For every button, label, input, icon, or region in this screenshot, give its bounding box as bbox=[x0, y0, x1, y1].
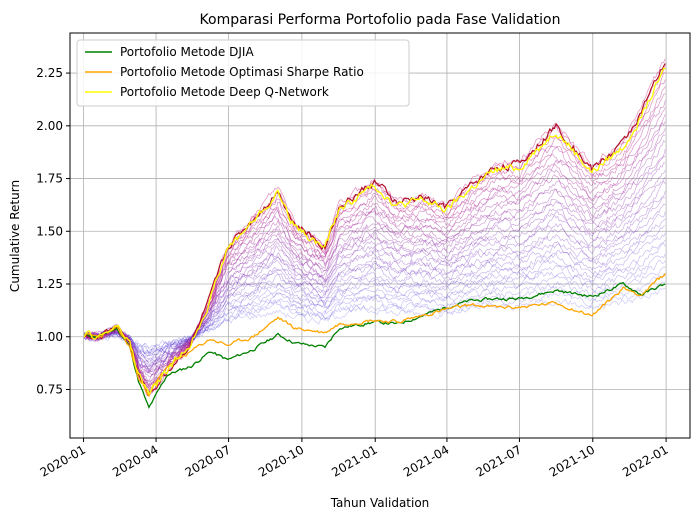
y-tick-label: 1.50 bbox=[36, 224, 63, 238]
episode-line bbox=[84, 218, 666, 363]
series-lines bbox=[83, 67, 666, 409]
legend-box bbox=[76, 39, 410, 107]
episode-line bbox=[84, 211, 666, 368]
episode-line bbox=[84, 169, 666, 373]
episode-line bbox=[84, 86, 666, 389]
episode-line bbox=[84, 155, 666, 374]
episode-line bbox=[83, 100, 666, 390]
episode-line bbox=[84, 162, 666, 374]
episode-line bbox=[84, 287, 666, 348]
episode-line bbox=[84, 134, 666, 382]
y-axis: 0.75 1.00 1.25 1.50 1.75 2.00 2.25 bbox=[36, 66, 70, 396]
legend-label: Portofolio Metode DJIA bbox=[120, 45, 254, 59]
legend-label: Portofolio Metode Deep Q-Network bbox=[120, 85, 329, 99]
episode-line bbox=[84, 58, 666, 396]
episode-line bbox=[84, 176, 666, 372]
episode-line bbox=[84, 79, 666, 390]
episode-line bbox=[84, 203, 666, 367]
y-tick-label: 1.75 bbox=[36, 172, 63, 186]
episode-line bbox=[84, 140, 666, 378]
episode-line bbox=[84, 225, 666, 361]
episode-line bbox=[83, 149, 666, 376]
episode-line bbox=[84, 232, 666, 358]
episode-line bbox=[83, 281, 666, 351]
y-tick-label: 2.00 bbox=[36, 119, 63, 133]
y-tick-label: 0.75 bbox=[36, 382, 63, 396]
episode-line bbox=[84, 259, 666, 356]
series-line-2 bbox=[83, 67, 666, 395]
episode-line bbox=[84, 239, 666, 363]
chart-title: Komparasi Performa Portofolio pada Fase … bbox=[200, 12, 561, 28]
episode-line bbox=[84, 266, 666, 355]
y-axis-label: Cumulative Return bbox=[8, 180, 22, 292]
legend: Portofolio Metode DJIA Portofolio Metode … bbox=[76, 39, 410, 107]
x-axis-label: Tahun Validation bbox=[330, 496, 430, 510]
y-tick-label: 1.25 bbox=[36, 277, 63, 291]
episode-line bbox=[84, 190, 666, 371]
episode-line bbox=[84, 253, 666, 356]
episode-line bbox=[84, 128, 666, 383]
plot-frame bbox=[69, 32, 691, 439]
episode-line bbox=[84, 180, 666, 373]
episode-line bbox=[84, 72, 666, 392]
background-episode-lines bbox=[83, 58, 666, 397]
episode-line bbox=[84, 243, 666, 358]
legend-label: Portofolio Metode Optimasi Sharpe Ratio bbox=[120, 65, 364, 79]
episode-line bbox=[83, 93, 666, 394]
episode-line bbox=[84, 114, 666, 387]
episode-line bbox=[83, 197, 666, 368]
episode-line bbox=[84, 273, 666, 355]
y-tick-label: 1.00 bbox=[36, 330, 63, 344]
y-tick-label: 2.25 bbox=[36, 66, 63, 80]
